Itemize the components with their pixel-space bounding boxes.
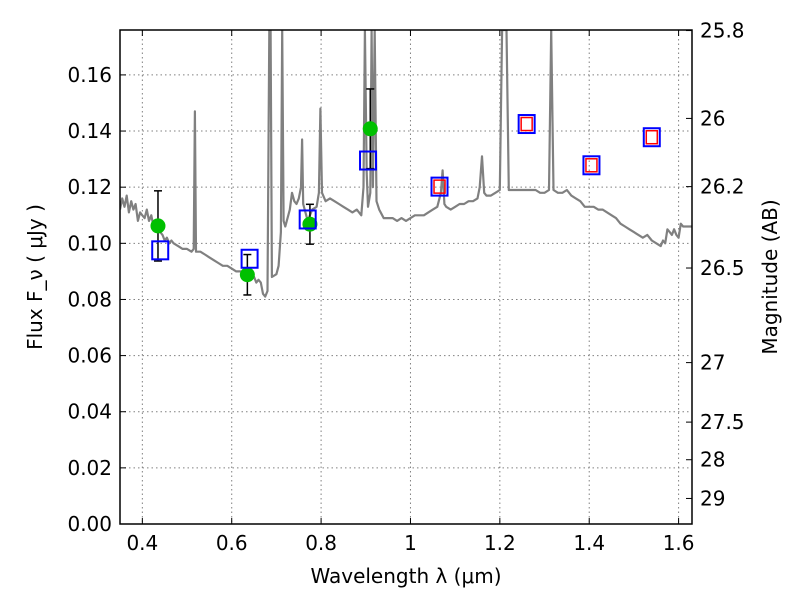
model-photometry-inner-square — [585, 158, 598, 173]
model-photometry-square — [359, 150, 378, 171]
y-axis-title: Flux F_ν ( μJy ) — [23, 204, 47, 350]
x-tick-label: 1.2 — [484, 531, 516, 555]
x-tick-label: 0.6 — [216, 531, 248, 555]
model-photometry-square — [517, 114, 536, 135]
y-right-tick-label: 27 — [700, 351, 725, 375]
model-photometry-square — [298, 209, 317, 230]
y-right-tick-label: 28 — [700, 448, 725, 472]
model-photometry-markers — [151, 114, 661, 269]
x-axis: 0.4 0.6 0.8 1 1.2 1.4 1.6 — [126, 30, 695, 555]
y-axis-left: 0.00 0.02 0.04 0.06 0.08 0.10 0.12 0.14 0.16 — [67, 63, 126, 536]
observed-points — [150, 121, 378, 283]
model-photometry-square — [642, 127, 661, 148]
y-tick-label: 0.12 — [67, 175, 112, 199]
y-tick-label: 0.06 — [67, 344, 112, 368]
grid — [120, 30, 692, 524]
model-photometry-inner-square — [645, 129, 659, 145]
plot-frame — [119, 29, 693, 525]
x-tick-label: 1.4 — [573, 531, 605, 555]
observed-point — [362, 121, 378, 137]
x-tick-label: 0.4 — [126, 531, 158, 555]
y-tick-label: 0.16 — [67, 63, 112, 87]
y-right-tick-label: 29 — [700, 486, 725, 510]
model-photometry-square — [151, 240, 170, 261]
error-bars — [153, 88, 375, 296]
y-tick-label: 0.00 — [67, 512, 112, 536]
x-tick-label: 0.8 — [305, 531, 337, 555]
model-photometry-square — [240, 248, 259, 269]
y-tick-label: 0.14 — [67, 119, 112, 143]
y-right-tick-label: 26.2 — [700, 175, 745, 199]
x-axis-title: Wavelength λ (μm) — [310, 564, 501, 588]
model-spectrum-line — [120, 30, 692, 298]
y-right-tick-label: 27.5 — [700, 410, 745, 434]
y-tick-label: 0.08 — [67, 287, 112, 311]
y-right-tick-label: 26.5 — [700, 256, 745, 280]
model-photometry-square — [430, 176, 449, 197]
model-photometry-inner-square — [520, 116, 533, 132]
y-axis-right: 25.8 26 26.2 26.5 27 27.5 28 29 — [686, 19, 745, 510]
y-right-axis-title: Magnitude (AB) — [758, 199, 782, 354]
plot-region — [120, 30, 692, 298]
x-tick-label: 1 — [404, 531, 417, 555]
y-tick-label: 0.10 — [67, 231, 112, 255]
observed-point — [239, 267, 255, 283]
y-right-tick-label: 25.8 — [700, 19, 745, 43]
y-tick-label: 0.04 — [67, 400, 112, 424]
x-tick-label: 1.6 — [663, 531, 695, 555]
model-photometry-square — [582, 155, 601, 176]
y-right-tick-label: 26 — [700, 106, 725, 130]
model-photometry-inner-square — [433, 179, 446, 194]
y-tick-label: 0.02 — [67, 456, 112, 480]
observed-point — [150, 218, 166, 234]
